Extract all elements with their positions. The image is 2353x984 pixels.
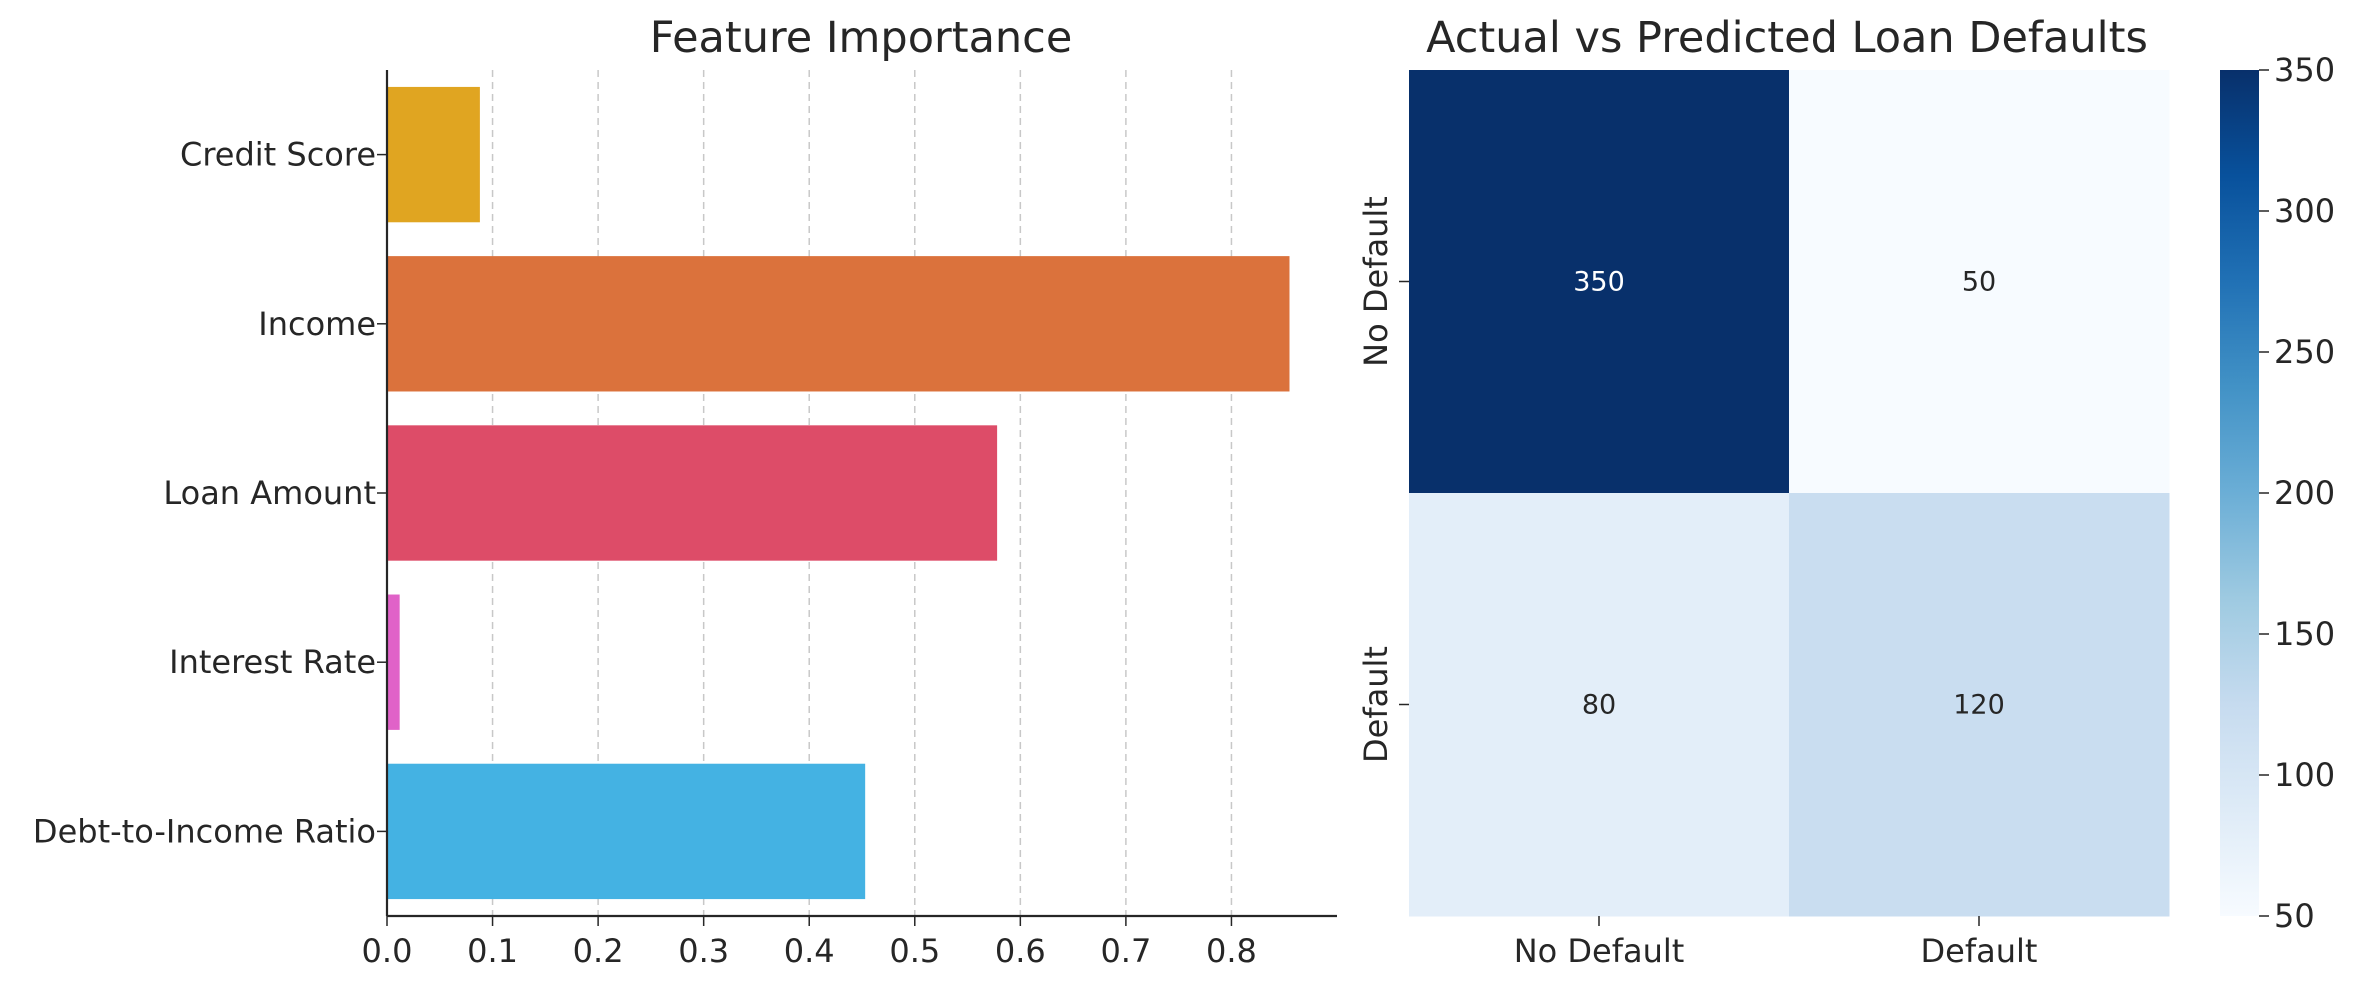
bar-series bbox=[387, 86, 1290, 900]
x-tick-label-5: 0.5 bbox=[889, 932, 940, 970]
heatmap-x-label-default: Default bbox=[1921, 932, 2038, 970]
heatmap-y-label-no-default: No Default bbox=[1357, 196, 1395, 367]
bar-income bbox=[387, 256, 1290, 392]
heatmap-colorbar: 50 100 150 200 250 300 350 bbox=[2220, 51, 2335, 935]
x-tick-label-6: 0.6 bbox=[995, 932, 1046, 970]
bar-credit-score bbox=[387, 86, 480, 223]
colorbar-tick-label-300: 300 bbox=[2274, 192, 2335, 230]
heatmap-cell-1-1 bbox=[1789, 493, 2170, 917]
x-tick-label-1: 0.1 bbox=[467, 932, 518, 970]
x-tick-label-2: 0.2 bbox=[573, 932, 624, 970]
feature-importance-chart: Feature Importance Credit Score Income Loa… bbox=[33, 13, 1337, 970]
colorbar-tick-label-150: 150 bbox=[2274, 615, 2335, 653]
colorbar-tick-labels: 50 100 150 200 250 300 350 bbox=[2259, 51, 2335, 935]
x-tick-label-3: 0.3 bbox=[678, 932, 729, 970]
y-tick-label-interest-rate: Interest Rate bbox=[169, 643, 376, 681]
y-tick-label-loan-amount: Loan Amount bbox=[163, 474, 376, 512]
bar-x-tick-labels: 0.0 0.1 0.2 0.3 0.4 0.5 0.6 0.7 0.8 bbox=[362, 916, 1257, 970]
x-tick-label-0: 0.0 bbox=[362, 932, 413, 970]
heatmap-y-tick-labels: No Default Default bbox=[1357, 196, 1409, 763]
bar-interest-rate bbox=[387, 594, 400, 730]
heatmap-cell-label-0-1: 50 bbox=[1962, 267, 1996, 298]
heatmap-x-label-no-default: No Default bbox=[1514, 932, 1685, 970]
heatmap-cell-0-0 bbox=[1409, 70, 1790, 494]
colorbar-gradient bbox=[2220, 70, 2259, 916]
heatmap-x-tick-labels: No Default Default bbox=[1514, 916, 2038, 970]
bar-loan-amount bbox=[387, 425, 998, 561]
heatmap-title: Actual vs Predicted Loan Defaults bbox=[1426, 13, 2148, 63]
bar-chart-title: Feature Importance bbox=[650, 13, 1073, 63]
confusion-heatmap: Actual vs Predicted Loan Defaults 350 50 8… bbox=[1357, 13, 2170, 970]
colorbar-tick-label-350: 350 bbox=[2274, 51, 2335, 89]
heatmap-cell-0-1 bbox=[1789, 70, 2170, 494]
bar-debt-to-income-ratio bbox=[387, 763, 866, 900]
heatmap-cell-label-1-0: 80 bbox=[1582, 690, 1616, 721]
heatmap-cells: 350 50 80 120 bbox=[1409, 70, 2170, 917]
heatmap-cell-1-0 bbox=[1409, 493, 1790, 917]
bar-category-labels: Credit Score Income Loan Amount Interest Ra… bbox=[33, 136, 387, 850]
x-tick-label-8: 0.8 bbox=[1206, 932, 1257, 970]
colorbar-tick-label-250: 250 bbox=[2274, 333, 2335, 371]
y-tick-label-income: Income bbox=[258, 305, 376, 343]
heatmap-y-label-default: Default bbox=[1357, 646, 1395, 763]
x-tick-label-4: 0.4 bbox=[784, 932, 835, 970]
colorbar-tick-label-200: 200 bbox=[2274, 474, 2335, 512]
x-tick-label-7: 0.7 bbox=[1100, 932, 1151, 970]
colorbar-tick-label-50: 50 bbox=[2274, 897, 2315, 935]
y-tick-label-credit-score: Credit Score bbox=[180, 136, 376, 174]
heatmap-cell-label-1-1: 120 bbox=[1953, 690, 2005, 721]
y-tick-label-debt-to-income-ratio: Debt-to-Income Ratio bbox=[33, 812, 376, 850]
heatmap-cell-label-0-0: 350 bbox=[1573, 267, 1625, 298]
colorbar-tick-label-100: 100 bbox=[2274, 756, 2335, 794]
